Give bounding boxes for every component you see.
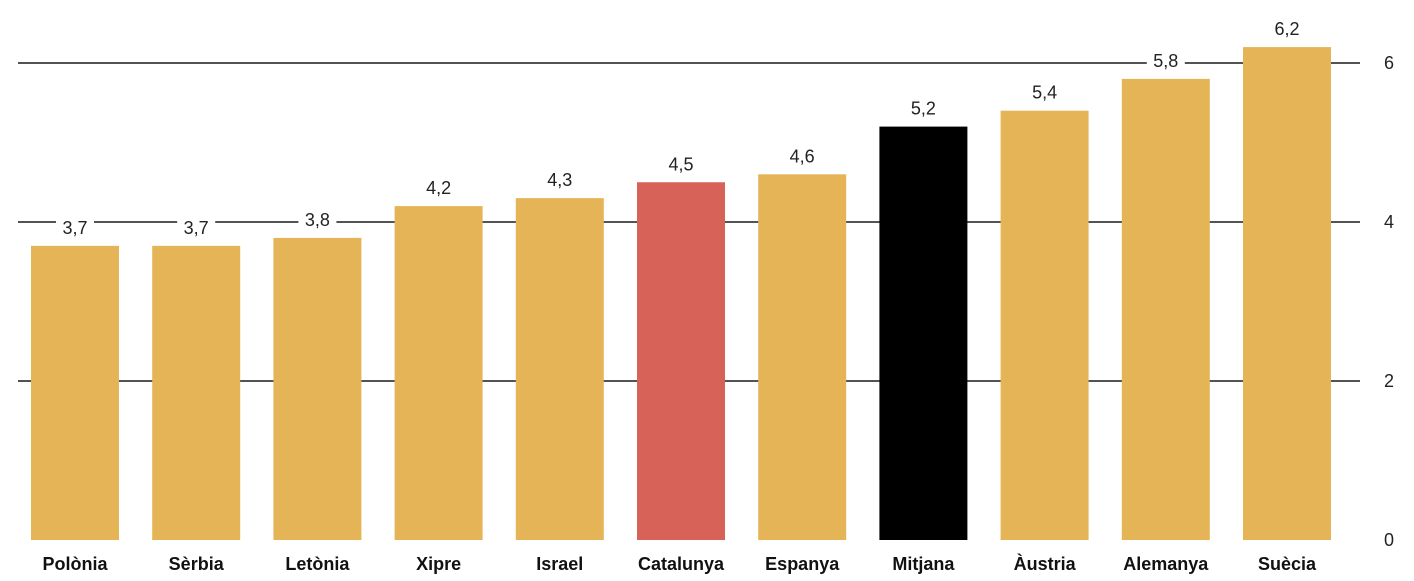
value-label-background	[177, 216, 216, 239]
value-label-background	[419, 177, 458, 200]
value-label-background	[298, 208, 337, 231]
category-label: Letònia	[285, 554, 350, 574]
bar-0	[31, 245, 119, 540]
bar-7	[879, 126, 968, 540]
y-tick-label: 6	[1384, 53, 1394, 73]
value-labels: 3,7 3,7 3,8 4,2 4,3 4,5 4,6 5,2 5,4 5,8 6,2	[56, 18, 1306, 239]
bar-value-label: 3,7	[184, 218, 209, 238]
value-label-background	[540, 169, 579, 192]
y-axis-ticks: 0 2 4 6	[1384, 53, 1394, 550]
y-tick-label: 2	[1384, 371, 1394, 391]
value-label-background	[783, 145, 822, 168]
value-label-background	[1025, 81, 1064, 104]
bar-value-label: 3,8	[305, 210, 330, 230]
bar-value-label: 4,3	[547, 170, 572, 190]
category-label: Suècia	[1258, 554, 1317, 574]
bar-value-label: 6,2	[1274, 19, 1299, 39]
bar-6	[758, 174, 847, 541]
bar-value-label: 3,7	[62, 218, 87, 238]
value-label-background	[1268, 18, 1306, 41]
bar-value-label: 4,2	[426, 178, 451, 198]
bar-3	[394, 206, 483, 540]
y-tick-label: 4	[1384, 212, 1394, 232]
category-label: Àustria	[1014, 553, 1077, 574]
category-label: Xipre	[416, 554, 461, 574]
value-label-background	[1146, 49, 1185, 72]
bar-4	[515, 198, 604, 540]
bar-value-label: 5,2	[911, 99, 936, 119]
category-label: Espanya	[765, 554, 840, 574]
category-label: Catalunya	[638, 554, 725, 574]
bar-value-label: 4,6	[790, 146, 815, 166]
bar-8	[1000, 110, 1089, 540]
bar-value-label: 4,5	[668, 154, 693, 174]
bar-9	[1121, 78, 1210, 541]
bar-5	[637, 182, 725, 540]
bar-10	[1243, 47, 1331, 540]
bar-2	[273, 237, 362, 540]
category-label: Israel	[536, 554, 583, 574]
category-label: Sèrbia	[169, 554, 225, 574]
bar-1	[152, 245, 241, 540]
y-tick-label: 0	[1384, 530, 1394, 550]
bars	[31, 47, 1331, 541]
category-labels: Polònia Sèrbia Letònia Xipre Israel Catalunya…	[42, 553, 1317, 574]
value-label-background	[662, 153, 700, 176]
bar-value-label: 5,8	[1153, 51, 1178, 71]
value-label-background	[904, 97, 943, 120]
category-label: Mitjana	[892, 554, 955, 574]
category-label: Alemanya	[1123, 554, 1209, 574]
bar-value-label: 5,4	[1032, 83, 1057, 103]
value-label-background	[56, 216, 94, 239]
category-label: Polònia	[42, 554, 108, 574]
